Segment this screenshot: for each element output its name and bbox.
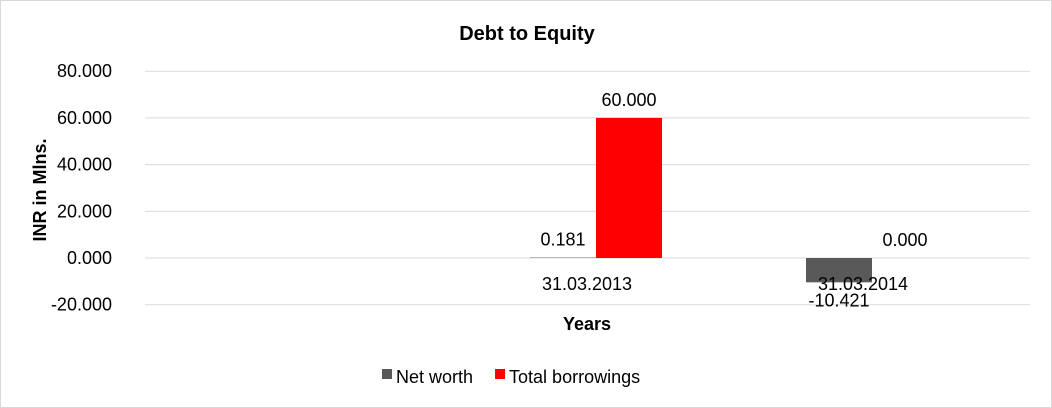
bar-net-worth	[806, 258, 872, 283]
y-tick-label: 20.000	[57, 201, 112, 221]
legend-entry: Total borrowings	[509, 367, 640, 387]
data-label: -10.421	[808, 290, 869, 310]
y-tick-label: 0.000	[67, 248, 112, 268]
legend-entry: Net worth	[396, 367, 473, 387]
x-tick-label: 31.03.2013	[542, 274, 632, 294]
x-axis-label: Years	[563, 314, 611, 334]
x-tick-label: 31.03.2014	[818, 274, 908, 294]
y-tick-label: 80.000	[57, 61, 112, 81]
data-label: 0.000	[882, 230, 927, 250]
legend-swatch	[382, 369, 392, 379]
y-tick-label: 60.000	[57, 108, 112, 128]
y-tick-label: -20.000	[51, 295, 112, 315]
y-tick-label: 40.000	[57, 155, 112, 175]
bar-total-borrowings	[596, 117, 662, 259]
legend-swatch	[495, 369, 506, 379]
chart-title: Debt to Equity	[459, 23, 595, 45]
y-axis-label: INR in Mlns.	[30, 139, 50, 242]
data-label: 60.000	[601, 90, 656, 110]
data-label: 0.181	[540, 230, 585, 250]
